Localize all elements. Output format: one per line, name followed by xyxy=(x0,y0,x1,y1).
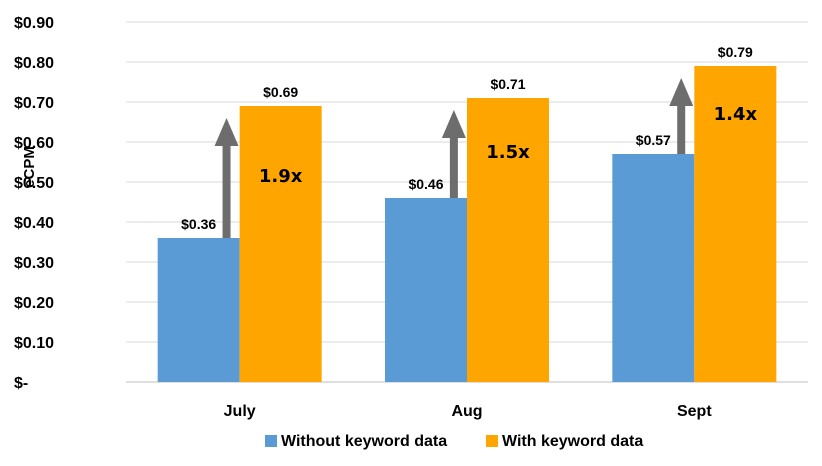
y-axis-tick-labels: $- $0.10 $0.20 $0.30 $0.40 $0.50 $0.60 $0.70 $0.… xyxy=(14,15,54,392)
legend-label: Without keyword data xyxy=(281,433,447,450)
bar xyxy=(157,238,240,382)
y-tick-label: $0.40 xyxy=(14,215,54,232)
bar xyxy=(239,106,322,382)
y-tick-label: $0.50 xyxy=(14,175,54,192)
y-tick-label: $0.60 xyxy=(14,135,54,152)
x-axis-tick-labels: July Aug Sept xyxy=(224,403,713,420)
y-tick-label: $0.10 xyxy=(14,335,54,352)
legend-label: With keyword data xyxy=(502,433,643,450)
x-tick-label: July xyxy=(224,403,256,420)
y-tick-label: $- xyxy=(14,375,28,392)
data-label: $0.71 xyxy=(490,76,525,92)
bar xyxy=(694,66,777,382)
growth-multiplier-label: 1.4x xyxy=(714,104,758,125)
y-tick-label: $0.80 xyxy=(14,55,54,72)
legend-swatch xyxy=(265,435,277,447)
data-labels: $0.36 $0.69 $0.46 $0.71 $0.57 $0.79 xyxy=(181,44,753,232)
growth-multiplier-label: 1.9x xyxy=(259,166,303,187)
growth-arrow xyxy=(214,118,239,238)
x-tick-label: Sept xyxy=(677,403,712,420)
data-label: $0.46 xyxy=(408,176,443,192)
bar xyxy=(467,98,549,382)
growth-arrows: 1.9x 1.5x 1.4x xyxy=(214,78,758,238)
legend: Without keyword data With keyword data xyxy=(265,433,643,450)
bar xyxy=(385,198,467,382)
y-tick-label: $0.20 xyxy=(14,295,54,312)
x-tick-label: Aug xyxy=(451,403,482,420)
bar xyxy=(612,154,695,382)
growth-arrow xyxy=(441,110,466,198)
data-label: $0.69 xyxy=(263,84,298,100)
y-axis-label: eCPM xyxy=(21,146,38,188)
growth-multiplier-label: 1.5x xyxy=(486,142,530,163)
legend-swatch xyxy=(486,435,498,447)
data-label: $0.79 xyxy=(718,44,753,60)
y-tick-label: $0.30 xyxy=(14,255,54,272)
data-label: $0.57 xyxy=(636,132,671,148)
y-tick-label: $0.90 xyxy=(14,15,54,32)
bars xyxy=(157,66,777,382)
growth-arrow xyxy=(669,78,694,154)
data-label: $0.36 xyxy=(181,216,216,232)
y-tick-label: $0.70 xyxy=(14,95,54,112)
